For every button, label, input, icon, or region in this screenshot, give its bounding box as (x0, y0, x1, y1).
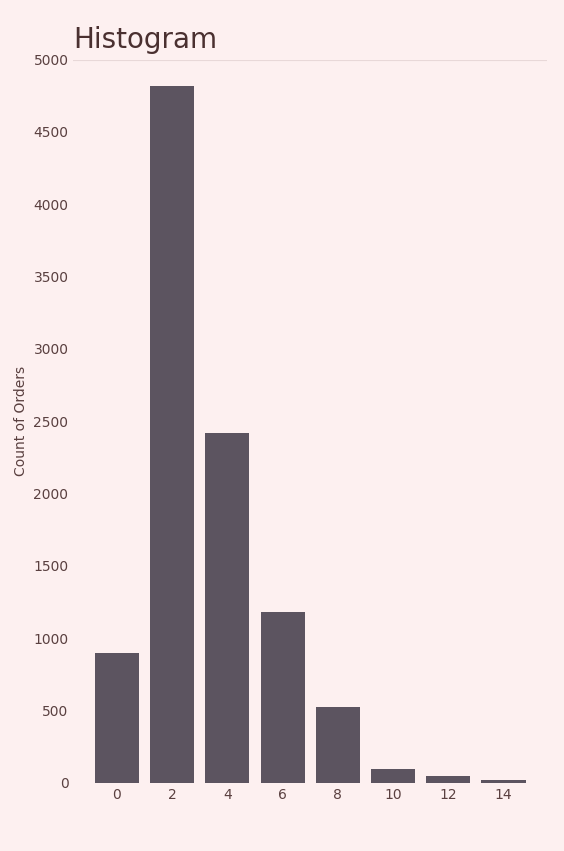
Bar (261, 612, 305, 783)
Bar (426, 776, 470, 783)
Bar (371, 769, 415, 783)
Y-axis label: Count of Orders: Count of Orders (14, 366, 28, 477)
Bar (150, 86, 194, 783)
Bar (481, 780, 526, 783)
Bar (95, 653, 139, 783)
Bar (205, 433, 249, 783)
Text: Histogram: Histogram (73, 26, 218, 54)
Bar (316, 707, 360, 783)
